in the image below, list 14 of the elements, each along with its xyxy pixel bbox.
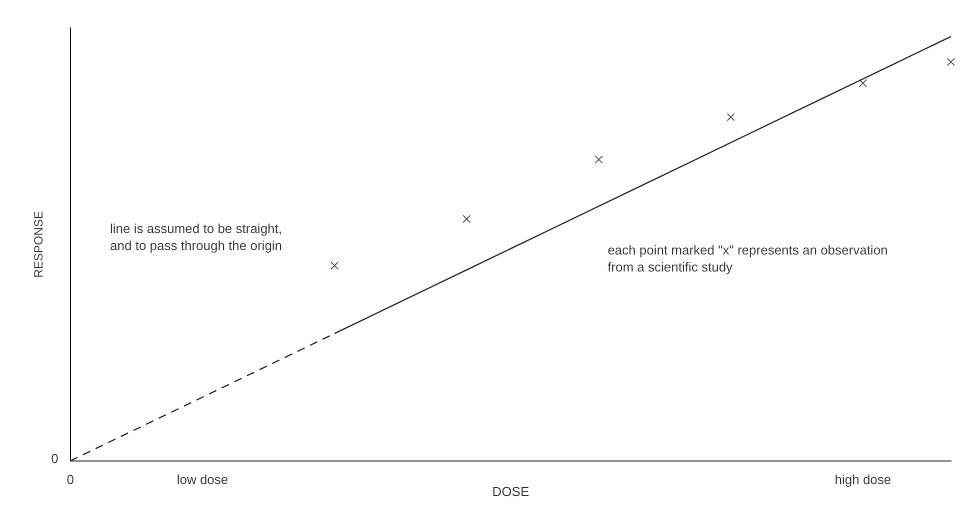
x-axis-title: DOSE bbox=[492, 484, 530, 499]
point bbox=[858, 79, 867, 88]
y-axis-title: RESPONSE bbox=[32, 211, 46, 278]
point bbox=[946, 58, 956, 66]
x-tick-label: high dose bbox=[834, 472, 892, 488]
x-tick-label: low dose bbox=[176, 472, 228, 488]
annotation: each point marked "x" represents an observation from a scientific study bbox=[608, 242, 888, 274]
point bbox=[330, 262, 339, 270]
annotation: line is assumed to be straight, and to pass through the origin bbox=[110, 220, 282, 253]
text: 0 bbox=[51, 450, 58, 466]
x-tick-label: 0 bbox=[66, 472, 74, 488]
point bbox=[462, 214, 471, 223]
point bbox=[594, 156, 603, 164]
point bbox=[726, 113, 735, 122]
